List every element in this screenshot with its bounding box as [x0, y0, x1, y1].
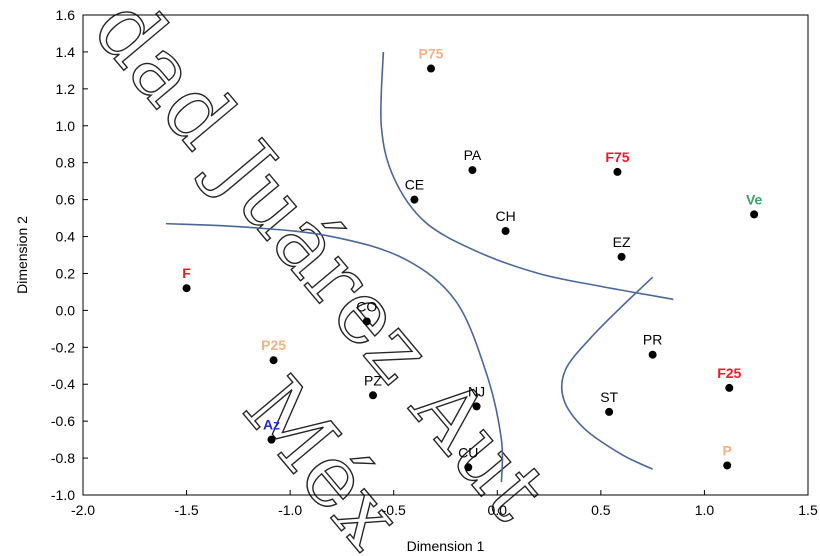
point-az [267, 435, 276, 444]
y-tick-label: -1.0 [51, 487, 75, 503]
point-label-pr: PR [643, 332, 662, 348]
y-tick-label: -0.2 [51, 339, 75, 355]
y-axis-title: Dimension 2 [14, 216, 30, 294]
point-p25 [269, 356, 278, 365]
x-tick-label: -2.0 [71, 502, 95, 518]
x-tick-label: -0.5 [382, 502, 406, 518]
point-co [362, 317, 371, 326]
boundary-curve-2 [165, 222, 504, 483]
point-label-p25: P25 [261, 337, 286, 353]
point-ve [750, 210, 759, 219]
y-tick-label: -0.8 [51, 450, 75, 466]
point-label-cu: CU [458, 444, 478, 460]
point-label-nj: NJ [468, 383, 485, 399]
y-tick-label: 1.6 [56, 7, 76, 23]
point-pr [648, 350, 657, 359]
point-ce [410, 195, 419, 204]
point-p [723, 461, 732, 470]
point-label-p: P [723, 442, 732, 458]
x-tick-label: -1.0 [278, 502, 302, 518]
data-points: P75 PA F75 CE Ve CH EZ F CO PR P25 F25 PZ NJ ST Az CU P [182, 46, 763, 472]
point-f75 [613, 167, 622, 176]
y-tick-label: 0.8 [56, 155, 76, 171]
y-tick-label: 0.2 [56, 265, 76, 281]
point-label-co: CO [356, 298, 377, 314]
point-label-st: ST [600, 389, 618, 405]
x-tick-label: -1.5 [175, 502, 199, 518]
point-label-pa: PA [464, 147, 482, 163]
point-ez [617, 252, 626, 261]
y-tick-label: -0.4 [51, 376, 75, 392]
y-tick-label: 0.0 [56, 302, 76, 318]
x-tick-label: 0.5 [591, 502, 611, 518]
point-cu [464, 463, 473, 472]
axis-ticks: -2.0 -1.5 -1.0 -0.5 0.0 0.5 1.0 1.5 1.6 1.4 1.2 1.0… [51, 7, 818, 518]
y-tick-label: 0.6 [56, 192, 76, 208]
y-tick-label: 1.2 [56, 81, 76, 97]
point-label-f25: F25 [717, 365, 741, 381]
point-label-pz: PZ [364, 372, 382, 388]
point-f [182, 284, 191, 293]
y-tick-label: 1.0 [56, 118, 76, 134]
point-label-ve: Ve [746, 191, 763, 207]
point-label-ce: CE [405, 177, 424, 193]
x-tick-label: 1.5 [798, 502, 818, 518]
x-tick-label: 0.0 [488, 502, 508, 518]
x-tick-label: 1.0 [695, 502, 715, 518]
point-st [605, 407, 614, 416]
point-label-ch: CH [495, 208, 515, 224]
point-ch [501, 227, 510, 235]
point-pz [369, 391, 377, 400]
boundary-curve-1 [380, 51, 674, 301]
point-label-f75: F75 [605, 149, 629, 165]
x-axis-title: Dimension 1 [407, 538, 485, 554]
boundary-curve-3 [560, 276, 654, 470]
point-label-p75: P75 [419, 46, 444, 62]
point-nj [472, 402, 481, 411]
y-tick-label: 1.4 [56, 44, 76, 60]
y-tick-label: 0.4 [56, 229, 76, 245]
boundary-curves [165, 51, 674, 483]
point-label-f: F [182, 265, 191, 281]
point-label-ez: EZ [613, 234, 631, 250]
y-tick-label: -0.6 [51, 413, 75, 429]
point-f25 [725, 383, 734, 392]
point-label-az: Az [263, 417, 280, 433]
plot-frame [82, 14, 809, 496]
point-pa [468, 166, 477, 175]
point-p75 [427, 64, 435, 73]
